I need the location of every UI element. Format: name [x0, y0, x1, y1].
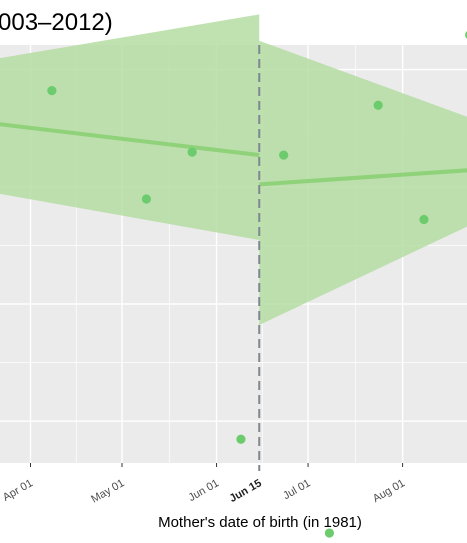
chart-title: 003–2012) [0, 9, 113, 36]
x-tick-label: Aug 01 [371, 477, 407, 505]
data-point [373, 100, 383, 110]
x-tick-label: Apr 01 [1, 477, 35, 504]
x-axis-ticks: Apr 01 May 01 Jun 01 Jun 15 Jul 01 Aug 01 [1, 463, 407, 506]
confidence-bands [0, 14, 467, 326]
x-tick-label: Jun 15 [228, 477, 264, 505]
x-axis-label: Mother's date of birth (in 1981) [158, 514, 362, 531]
fit-line-left [0, 122, 260, 158]
confidence-band-left [0, 14, 260, 241]
data-point [419, 214, 429, 225]
data-point [187, 147, 197, 157]
x-tick-label: May 01 [89, 477, 126, 505]
data-point [47, 86, 57, 96]
fit-lines [0, 122, 467, 187]
fit-line-right [259, 168, 467, 187]
data-point [236, 434, 246, 444]
data-point [141, 194, 151, 204]
x-tick-label: Jun 01 [186, 477, 221, 504]
confidence-band-right [259, 40, 467, 326]
x-tick-label: Jul 01 [281, 477, 312, 502]
data-point [279, 150, 289, 160]
data-point [324, 528, 334, 538]
